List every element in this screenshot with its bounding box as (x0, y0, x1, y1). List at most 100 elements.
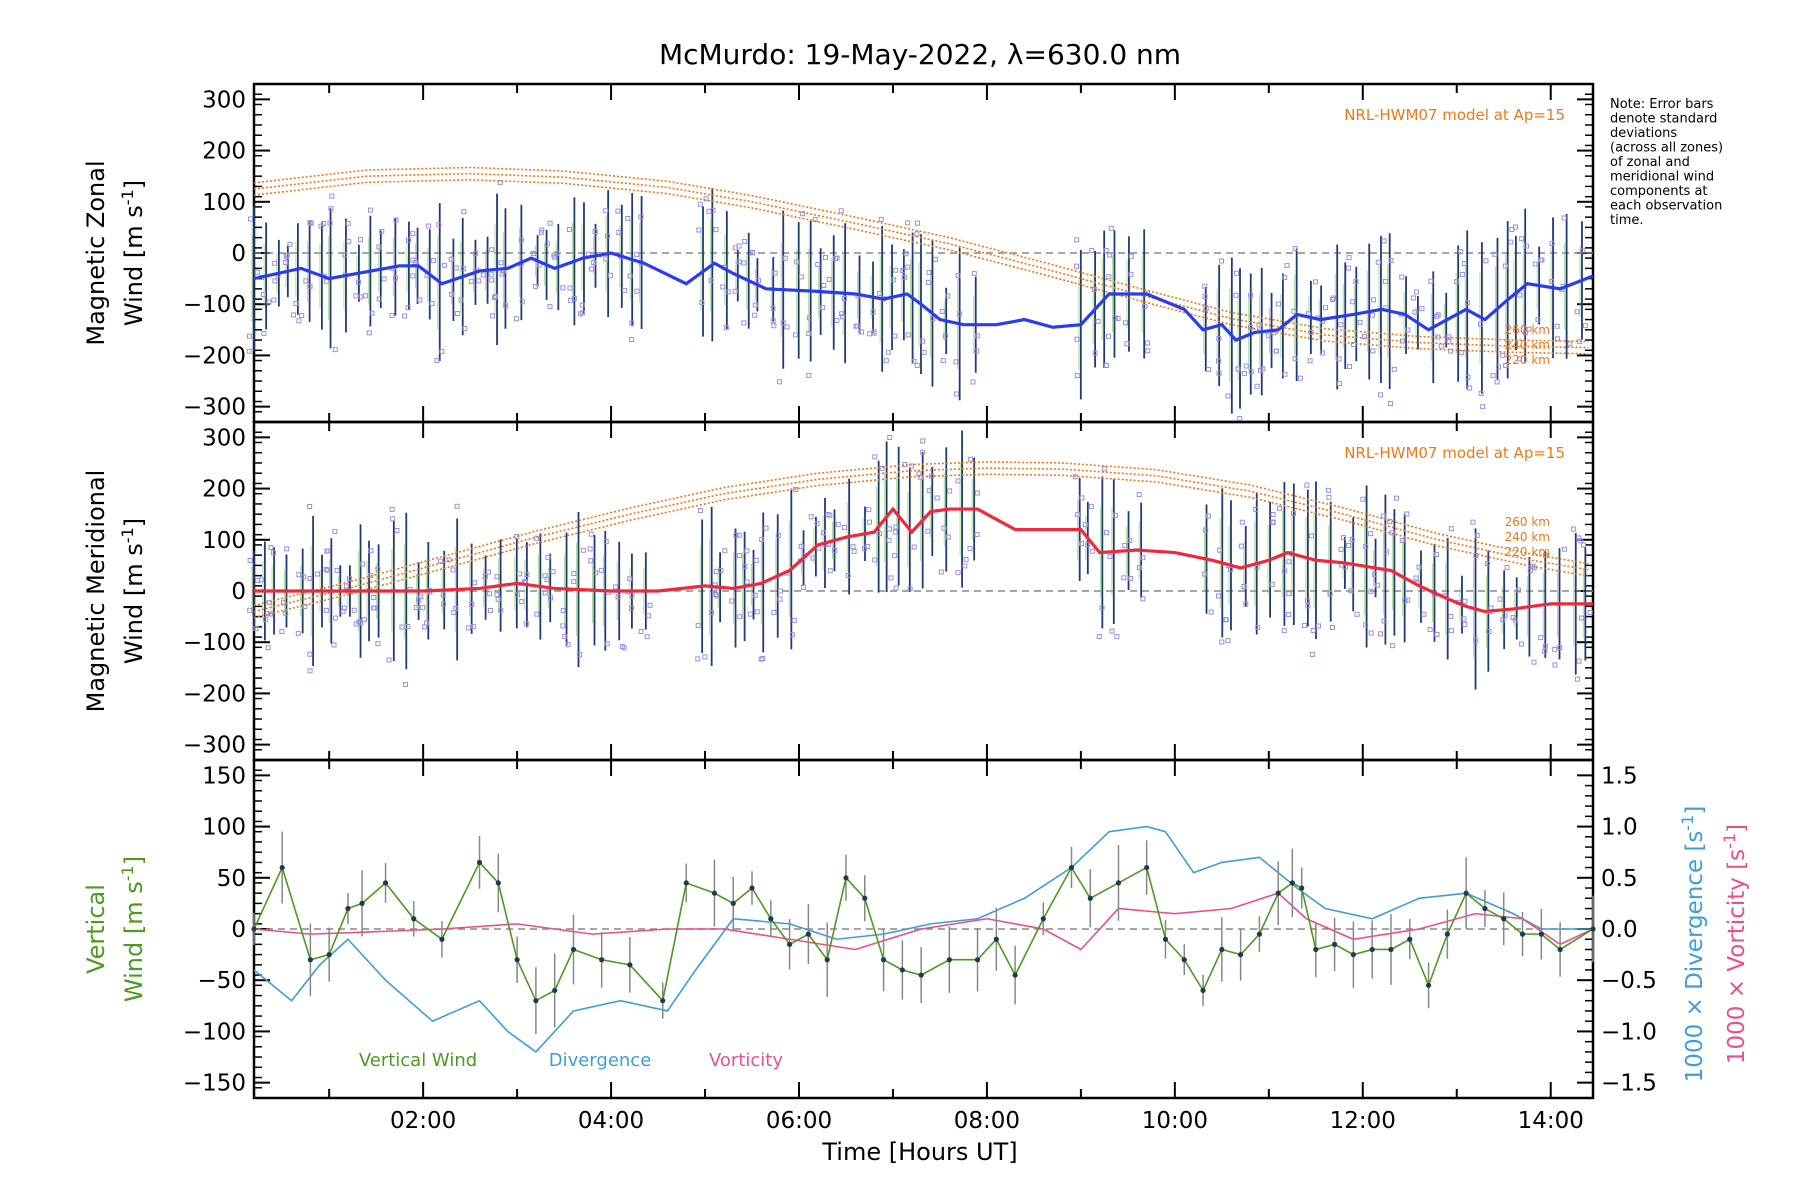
zone-point (1104, 362, 1110, 368)
zone-point (381, 276, 387, 282)
zone-point (1202, 293, 1208, 299)
y-tick-label: −150 (183, 1071, 246, 1097)
zone-point (1326, 487, 1332, 493)
zone-point (455, 310, 461, 316)
zone-point (1427, 627, 1433, 633)
zone-point (1341, 535, 1347, 541)
zone-point (358, 237, 364, 243)
vertical-wind-point (495, 880, 501, 886)
model-curve (253, 178, 1589, 355)
zone-point (1478, 390, 1484, 396)
zone-point (911, 358, 917, 364)
zone-point (1292, 356, 1298, 362)
zone-point (548, 595, 554, 601)
zone-point (754, 609, 760, 615)
zone-point (1391, 366, 1397, 372)
vertical-wind-point (326, 952, 332, 958)
zone-point (838, 208, 844, 214)
zone-point (325, 548, 331, 554)
zone-point (835, 521, 841, 527)
zone-point (1238, 543, 1244, 549)
zone-point (866, 519, 872, 525)
zone-point (565, 642, 571, 648)
vertical-wind-point (279, 864, 285, 871)
zone-point (718, 568, 724, 574)
zone-point (369, 310, 375, 316)
zone-point (247, 557, 253, 563)
vertical-wind-point (1463, 890, 1469, 896)
zone-point (834, 318, 840, 324)
zone-point (758, 656, 764, 662)
vertical-wind-point (1256, 931, 1263, 937)
zone-point (1142, 304, 1148, 310)
zone-point (1305, 603, 1311, 609)
y-tick-label: 200 (202, 139, 246, 165)
zone-point (482, 574, 488, 580)
zone-point (410, 273, 416, 279)
zone-point (920, 438, 926, 444)
zone-point (1327, 590, 1333, 596)
zone-point (1461, 261, 1467, 267)
zone-point (842, 295, 848, 301)
zone-point (329, 193, 335, 199)
vertical-wind-point (880, 957, 887, 963)
vertical-wind-point (1501, 916, 1507, 922)
vertical-wind-point (1012, 972, 1018, 978)
zone-point (851, 548, 857, 554)
zone-point (1458, 249, 1464, 255)
zone-point (533, 283, 539, 289)
zone-point (1421, 611, 1427, 617)
zone-point (926, 488, 932, 494)
model-curve (253, 467, 1589, 613)
zone-point (1253, 506, 1259, 512)
zone-point (878, 216, 884, 222)
zone-point (1233, 292, 1239, 298)
zone-point (253, 626, 259, 632)
zone-point (376, 296, 382, 302)
y-tick-label: −100 (183, 1019, 246, 1045)
zone-point (1516, 587, 1522, 593)
zone-point (886, 526, 892, 532)
zone-point (1500, 352, 1506, 358)
zone-point (858, 329, 864, 335)
zone-point (1313, 279, 1319, 285)
note-line: of zonal and (1610, 155, 1690, 170)
zone-point (732, 245, 738, 251)
zone-point (368, 207, 374, 213)
vertical-wind-point (1350, 952, 1356, 958)
zone-point (390, 516, 396, 522)
y2-tick-label: −1.0 (1601, 1019, 1657, 1045)
zone-point (589, 266, 595, 272)
zone-point (1502, 613, 1508, 619)
zone-point (1497, 596, 1503, 602)
zone-point (485, 569, 491, 575)
zone-point (410, 231, 416, 237)
zone-point (524, 572, 530, 578)
zone-point (1526, 326, 1532, 332)
zone-point (1255, 624, 1261, 630)
zone-point (1538, 635, 1544, 641)
zone-point (814, 520, 820, 526)
zone-point (938, 569, 944, 575)
x-axis-label: Time [Hours UT] (821, 1138, 1017, 1166)
zone-point (854, 323, 860, 329)
zone-point (832, 547, 838, 553)
zone-point (1513, 224, 1519, 230)
zone-point (550, 569, 556, 575)
zone-point (893, 524, 899, 530)
zone-point (900, 267, 906, 273)
zone-point (1474, 533, 1480, 539)
zone-point (1549, 240, 1555, 246)
zone-point (1128, 575, 1134, 581)
zone-point (1465, 374, 1471, 380)
zone-point (747, 611, 753, 617)
zone-point (625, 215, 631, 221)
vertical-wind-point (1299, 885, 1305, 891)
zone-point (955, 478, 961, 484)
zone-point (1371, 571, 1377, 577)
zone-point (808, 514, 814, 520)
zone-point (366, 330, 372, 336)
zone-point (798, 274, 804, 280)
vertical-wind-point (1538, 931, 1544, 937)
vertical-wind-point (1369, 946, 1375, 953)
